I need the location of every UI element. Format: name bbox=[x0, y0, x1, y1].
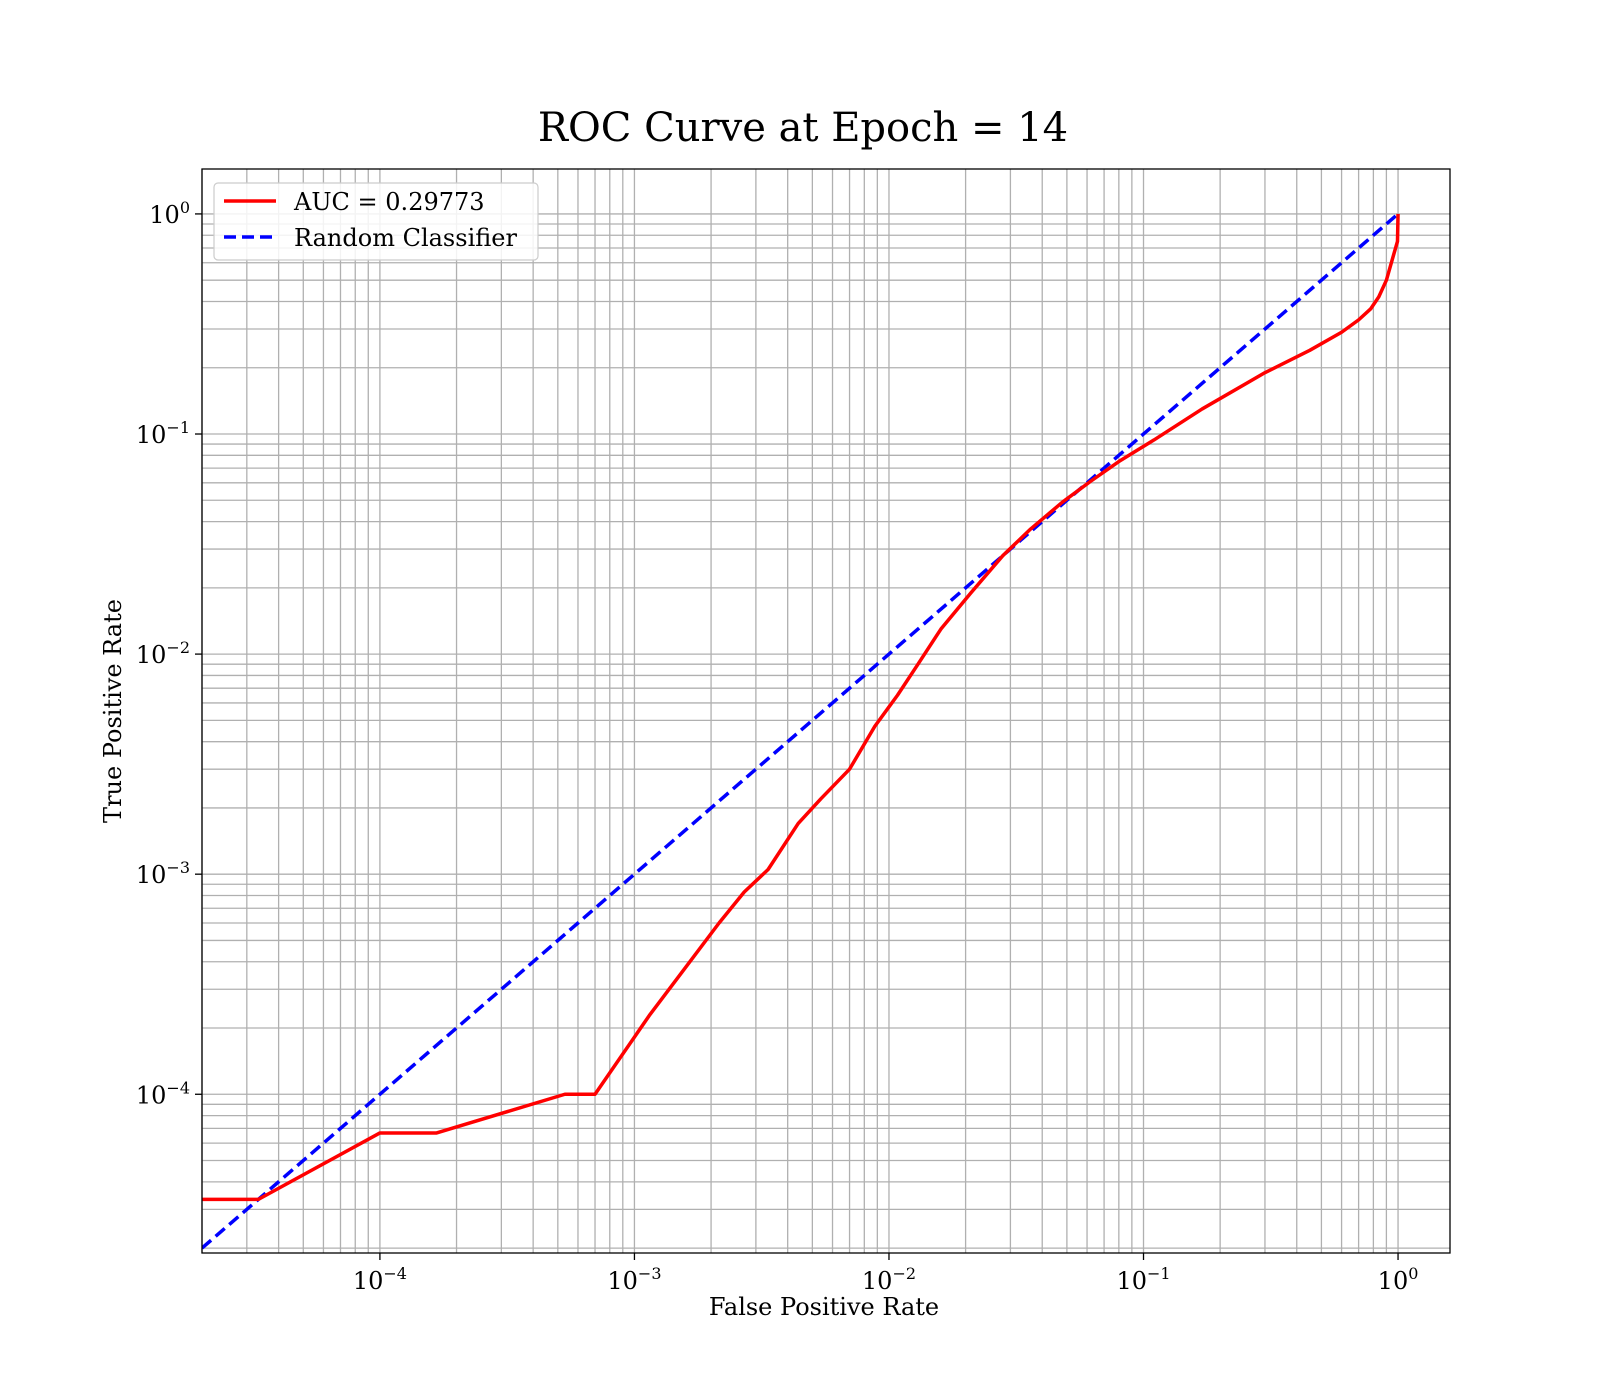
x-axis-ticks: 10−4 10−3 10−2 10−1 100 bbox=[353, 1253, 1419, 1295]
y-tick-base: 10 bbox=[136, 861, 167, 889]
x-tick-base: 10 bbox=[862, 1267, 893, 1295]
x-tick-label: 10−4 bbox=[353, 1264, 407, 1295]
random-classifier-line bbox=[202, 212, 1400, 1250]
roc-curve-line bbox=[202, 213, 1400, 1202]
y-tick-base: 10 bbox=[136, 641, 167, 669]
y-tick-label: 10−2 bbox=[136, 638, 190, 669]
y-tick-label: 10−1 bbox=[136, 418, 190, 449]
x-tick-base: 10 bbox=[353, 1267, 384, 1295]
x-axis-label: False Positive Rate bbox=[709, 1293, 939, 1321]
x-tick-label: 10−3 bbox=[607, 1264, 661, 1295]
x-tick-base: 10 bbox=[1116, 1267, 1147, 1295]
x-tick-label: 10−2 bbox=[862, 1264, 916, 1295]
y-tick-label: 10−4 bbox=[136, 1078, 190, 1109]
legend: AUC = 0.29773 Random Classifier bbox=[213, 182, 539, 261]
y-tick-label: 100 bbox=[149, 198, 190, 229]
y-tick-base: 10 bbox=[149, 201, 180, 229]
x-tick-label: 10−1 bbox=[1116, 1264, 1170, 1295]
y-tick-exponent: −4 bbox=[166, 1078, 190, 1097]
y-axis-label: True Positive Rate bbox=[99, 599, 127, 823]
y-tick-exponent: −2 bbox=[166, 638, 190, 657]
plot-series bbox=[202, 212, 1400, 1250]
y-tick-exponent: 0 bbox=[180, 198, 190, 217]
x-tick-label: 100 bbox=[1378, 1264, 1419, 1295]
x-tick-exponent: 0 bbox=[1408, 1264, 1418, 1283]
legend-label-random: Random Classifier bbox=[294, 224, 517, 252]
legend-box bbox=[213, 182, 539, 261]
plot-frame bbox=[201, 168, 1451, 1254]
x-tick-base: 10 bbox=[607, 1267, 638, 1295]
grid-lines bbox=[201, 169, 1450, 1253]
y-tick-label: 10−3 bbox=[136, 858, 190, 889]
y-tick-base: 10 bbox=[136, 421, 167, 449]
x-tick-exponent: −2 bbox=[892, 1264, 916, 1283]
y-tick-exponent: −3 bbox=[166, 858, 190, 877]
y-tick-base: 10 bbox=[136, 1081, 167, 1109]
x-tick-base: 10 bbox=[1378, 1267, 1409, 1295]
chart-title: ROC Curve at Epoch = 14 bbox=[538, 105, 1068, 151]
x-tick-exponent: −4 bbox=[383, 1264, 407, 1283]
legend-label-auc: AUC = 0.29773 bbox=[293, 188, 485, 216]
x-tick-exponent: −1 bbox=[1147, 1264, 1171, 1283]
x-tick-exponent: −3 bbox=[638, 1264, 662, 1283]
y-tick-exponent: −1 bbox=[166, 418, 190, 437]
